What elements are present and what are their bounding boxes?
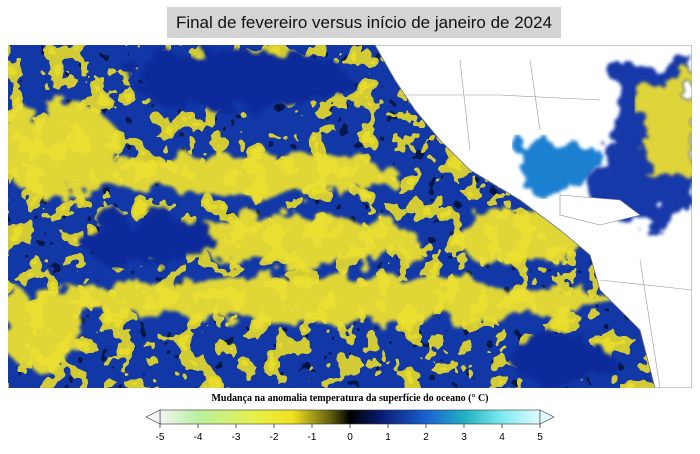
colorbar-tick-label: -3 (232, 432, 241, 443)
colorbar-tick-label: -1 (308, 432, 317, 443)
colorbar-tick-label: 3 (461, 432, 467, 443)
colorbar-tick-label: 0 (347, 432, 353, 443)
sst-field (8, 45, 692, 388)
colorbar-tick-label: 1 (385, 432, 391, 443)
colorbar: Mudança na anomalia temperatura da super… (145, 393, 555, 443)
colorbar-tick-label: -4 (194, 432, 203, 443)
colorbar-tick-label: -5 (156, 432, 165, 443)
map-title: Final de fevereiro versus início de jane… (167, 7, 561, 38)
colorbar-label: Mudança na anomalia temperatura da super… (211, 393, 488, 404)
colorbar-tick-label: 2 (423, 432, 429, 443)
colorbar-tick-label: -2 (270, 432, 279, 443)
colorbar-tick-label: 5 (537, 432, 543, 443)
colorbar-tick-label: 4 (499, 432, 505, 443)
